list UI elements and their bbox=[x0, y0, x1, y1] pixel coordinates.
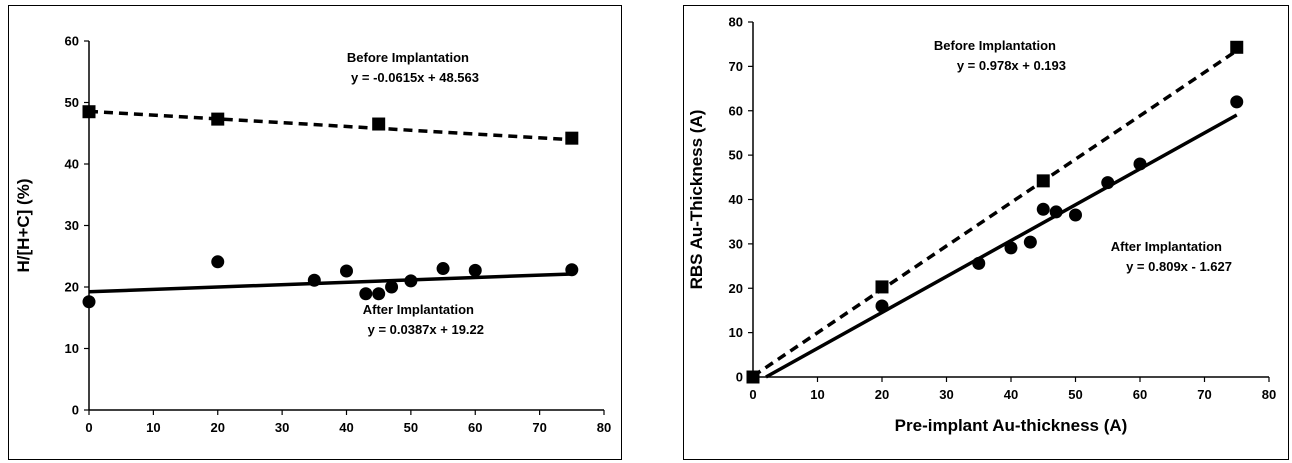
chart-right-svg: 0 10 20 30 40 50 60 70 80 0 10 20 30 40 50 60 70 80 RBS Au… bbox=[687, 15, 1276, 436]
y-tick-label: 10 bbox=[65, 341, 79, 356]
x-tick-label: 40 bbox=[1004, 387, 1018, 402]
y-tick-label: 20 bbox=[729, 281, 743, 296]
y-tick-label: 60 bbox=[65, 34, 79, 49]
trendline-before bbox=[752, 49, 1238, 378]
series-equation: y = -0.0615x + 48.563 bbox=[351, 70, 479, 85]
series-equation: y = 0.978x + 0.193 bbox=[957, 58, 1066, 73]
y-tick-label: 80 bbox=[729, 15, 743, 30]
x-tick-label: 50 bbox=[1068, 387, 1082, 402]
data-point-square bbox=[565, 131, 579, 145]
data-point-circle bbox=[1036, 202, 1050, 216]
data-point-circle bbox=[385, 280, 399, 294]
data-point-circle bbox=[972, 256, 986, 270]
y-tick-label: 50 bbox=[65, 95, 79, 110]
data-point-square bbox=[211, 112, 225, 126]
data-point-circle bbox=[1101, 176, 1115, 190]
data-point-square bbox=[1036, 174, 1050, 188]
data-point-circle bbox=[1049, 205, 1063, 219]
data-point-circle bbox=[307, 273, 321, 287]
data-point-circle bbox=[404, 274, 418, 288]
y-axis-title: RBS Au-Thickness (A) bbox=[687, 110, 706, 290]
data-point-circle bbox=[1133, 157, 1147, 171]
data-point-square bbox=[372, 117, 386, 131]
x-tick-label: 20 bbox=[875, 387, 889, 402]
x-tick-label: 0 bbox=[85, 420, 92, 435]
series-label: After Implantation bbox=[1111, 239, 1222, 254]
x-tick-label: 40 bbox=[339, 420, 353, 435]
y-tick-label: 70 bbox=[729, 59, 743, 74]
x-tick-label: 80 bbox=[597, 420, 611, 435]
x-tick-label: 80 bbox=[1262, 387, 1276, 402]
data-point-circle bbox=[436, 262, 450, 276]
data-point-square bbox=[875, 280, 889, 294]
x-tick-label: 30 bbox=[939, 387, 953, 402]
series-label: After Implantation bbox=[363, 302, 474, 317]
data-point-circle bbox=[372, 287, 386, 301]
data-point-circle bbox=[875, 299, 889, 313]
x-tick-label: 20 bbox=[211, 420, 225, 435]
data-point-circle bbox=[1230, 95, 1244, 109]
x-tick-label: 10 bbox=[810, 387, 824, 402]
series-equation: y = 0.809x - 1.627 bbox=[1126, 259, 1232, 274]
y-tick-label: 0 bbox=[736, 370, 743, 385]
data-point-circle bbox=[468, 263, 482, 277]
y-tick-label: 30 bbox=[729, 236, 743, 251]
series-label: Before Implantation bbox=[347, 50, 469, 65]
series-equation: y = 0.0387x + 19.22 bbox=[368, 322, 484, 337]
data-point-square bbox=[82, 105, 96, 119]
x-tick-label: 10 bbox=[146, 420, 160, 435]
data-point-circle bbox=[340, 264, 353, 278]
y-tick-label: 30 bbox=[65, 218, 79, 233]
y-tick-label: 20 bbox=[65, 280, 79, 295]
chart-panel-left: 0 10 20 30 40 50 60 0 10 20 30 40 50 60 70 80 H/[H+C] (%… bbox=[8, 5, 622, 460]
data-point-circle bbox=[1004, 241, 1018, 255]
x-tick-label: 60 bbox=[468, 420, 482, 435]
x-tick-label: 70 bbox=[1197, 387, 1211, 402]
trendline-after bbox=[88, 272, 572, 294]
x-tick-label: 0 bbox=[749, 387, 756, 402]
y-tick-label: 40 bbox=[729, 192, 743, 207]
y-tick-label: 60 bbox=[729, 103, 743, 118]
y-tick-label: 50 bbox=[729, 148, 743, 163]
chart-panel-right: 0 10 20 30 40 50 60 70 80 0 10 20 30 40 50 60 70 80 RBS Au… bbox=[683, 5, 1289, 460]
x-tick-label: 50 bbox=[404, 420, 418, 435]
x-tick-label: 30 bbox=[275, 420, 289, 435]
y-axis-title: H/[H+C] (%) bbox=[14, 179, 33, 273]
data-point-circle bbox=[565, 263, 579, 277]
trendline-before bbox=[88, 109, 572, 142]
data-point-square bbox=[1230, 40, 1244, 54]
data-point-square bbox=[746, 370, 760, 384]
series-label: Before Implantation bbox=[934, 38, 1056, 53]
y-tick-label: 0 bbox=[72, 403, 79, 418]
x-tick-label: 70 bbox=[532, 420, 546, 435]
data-point-circle bbox=[359, 287, 373, 301]
x-tick-label: 60 bbox=[1133, 387, 1147, 402]
chart-left-svg: 0 10 20 30 40 50 60 0 10 20 30 40 50 60 70 80 H/[H+C] (%… bbox=[14, 34, 611, 436]
y-tick-label: 40 bbox=[65, 157, 79, 172]
data-point-circle bbox=[1069, 208, 1082, 222]
data-point-circle bbox=[211, 255, 225, 269]
data-point-circle bbox=[1023, 235, 1037, 249]
data-point-circle bbox=[82, 295, 96, 309]
x-axis-title: Pre-implant Au-thickness (A) bbox=[895, 416, 1128, 435]
trendline-after bbox=[765, 113, 1238, 379]
y-tick-label: 10 bbox=[729, 325, 743, 340]
